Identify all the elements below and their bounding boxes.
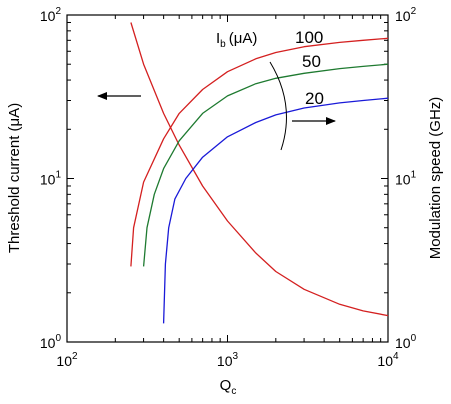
x-tick-label: 102	[56, 351, 78, 369]
x-tick-label: 103	[217, 351, 239, 369]
modulation-speed-line-100	[130, 37, 389, 267]
y-left-tick-label: 101	[40, 170, 62, 188]
y-left-axis-label: Threshold current (μA)	[6, 103, 23, 253]
plot-frame	[66, 14, 389, 343]
series-label-20: 20	[305, 89, 324, 108]
axis-ticks	[66, 15, 388, 343]
series-lines	[130, 22, 389, 324]
y-right-tick-label: 102	[395, 6, 417, 24]
y-right-tick-label: 100	[395, 333, 417, 351]
y-left-tick-label: 100	[40, 333, 62, 351]
x-axis-label: Qc	[220, 377, 237, 397]
y-right-axis-label: Modulation speed (GHz)	[427, 97, 444, 260]
y-left-tick-label: 102	[40, 6, 62, 24]
bias-bracket-curve	[269, 61, 287, 151]
bias-current-legend-label: Ib (μA)	[216, 30, 257, 50]
modulation-speed-line-50	[142, 63, 389, 267]
series-label-50: 50	[302, 52, 321, 71]
x-tick-label: 104	[377, 351, 399, 369]
modulation-speed-line-20	[162, 97, 389, 324]
series-label-100: 100	[295, 28, 323, 47]
threshold-current-line	[130, 22, 389, 317]
y-right-tick-label: 101	[395, 170, 417, 188]
series-labels: 100 50 20	[295, 28, 324, 108]
